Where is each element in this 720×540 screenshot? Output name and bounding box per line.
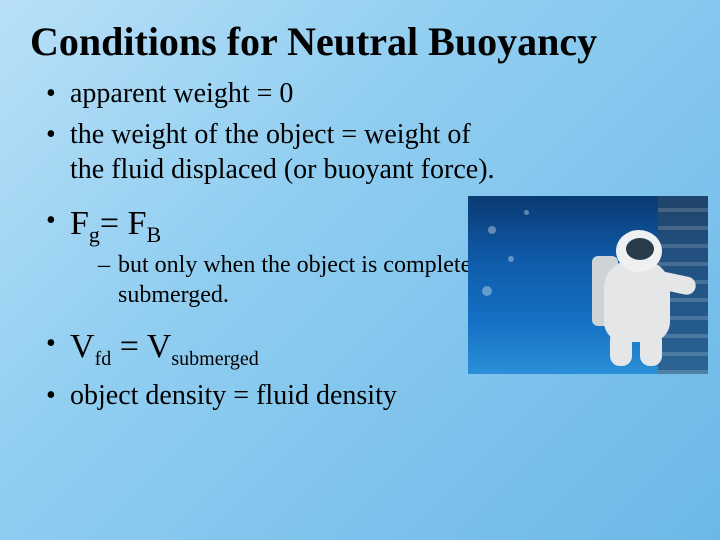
- slide-title: Conditions for Neutral Buoyancy: [30, 20, 690, 64]
- eq-fg-sub-g: g: [89, 222, 100, 247]
- bubble-icon: [524, 210, 529, 215]
- eq-fb-sub-B: B: [147, 222, 162, 247]
- bullet-list: apparent weight = 0 the weight of the ob…: [30, 76, 690, 187]
- sub-bullet-1-text: but only when the object is completely s…: [118, 250, 498, 310]
- eq-fg-F: F: [70, 205, 89, 242]
- bullet-5-text: object density = fluid density: [70, 380, 397, 411]
- eq-v-mid: = V: [111, 328, 171, 365]
- eq-v-sub-submerged: submerged: [171, 348, 258, 370]
- bullet-1-text: apparent weight = 0: [70, 78, 293, 109]
- bullet-5: object density = fluid density: [46, 378, 690, 413]
- bullet-2-text: the weight of the object = weight of the…: [70, 117, 510, 187]
- bullet-1: apparent weight = 0: [46, 76, 690, 111]
- equation-fg-fb: Fg= FB: [70, 205, 161, 242]
- bubble-icon: [488, 226, 496, 234]
- bubble-icon: [482, 286, 492, 296]
- bullet-2: the weight of the object = weight of the…: [46, 117, 690, 187]
- eq-v-V1: V: [70, 328, 95, 365]
- astronaut-suit-icon: [554, 212, 694, 362]
- eq-v-sub-fd: fd: [95, 348, 112, 370]
- bubble-icon: [508, 256, 514, 262]
- astronaut-underwater-photo: [468, 196, 708, 374]
- eq-fg-mid: = F: [100, 205, 147, 242]
- equation-vfd-vsub: Vfd = Vsubmerged: [70, 328, 259, 365]
